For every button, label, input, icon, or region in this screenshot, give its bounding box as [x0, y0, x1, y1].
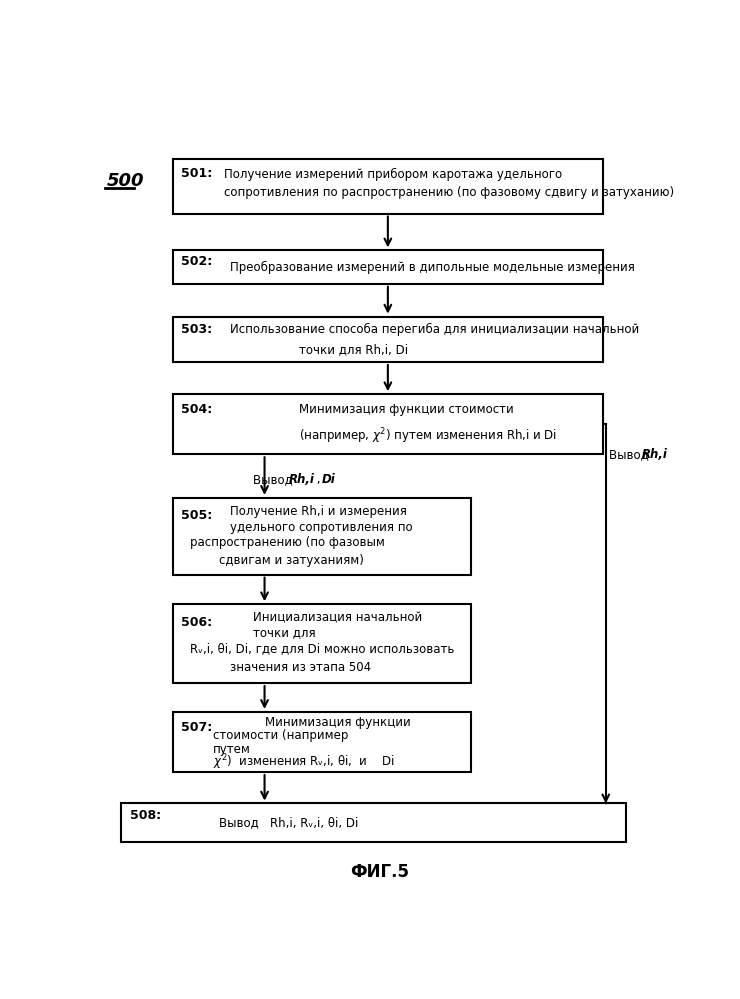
Bar [173, 712, 471, 772]
Text: Использование способа перегиба для инициализации начальной: Использование способа перегиба для иници… [230, 323, 639, 336]
Text: Rh,i: Rh,i [642, 448, 667, 461]
Bar [173, 395, 603, 455]
Text: Минимизация функции: Минимизация функции [265, 716, 410, 729]
Bar [173, 317, 603, 362]
Text: точки для: точки для [253, 626, 316, 639]
Bar [121, 803, 626, 842]
Text: точки для Rh,i, Di: точки для Rh,i, Di [299, 343, 408, 356]
Text: путем: путем [213, 742, 251, 755]
Bar [173, 498, 471, 574]
Text: Преобразование измерений в дипольные модельные измерения: Преобразование измерений в дипольные мод… [230, 261, 635, 274]
Text: $\chi^2$)  изменения Rᵥ,i, θi,  и    Di: $\chi^2$) изменения Rᵥ,i, θi, и Di [213, 752, 394, 772]
Text: 506:: 506: [181, 616, 212, 629]
Text: значения из этапа 504: значения из этапа 504 [230, 660, 371, 673]
Text: (например, $\chi^2$) путем изменения Rh,i и Di: (например, $\chi^2$) путем изменения Rh,… [299, 427, 557, 447]
Text: Rᵥ,i, θi, Di, где для Di можно использовать: Rᵥ,i, θi, Di, где для Di можно использов… [190, 642, 454, 655]
Text: сопротивления по распространению (по фазовому сдвигу и затуханию): сопротивления по распространению (по фаз… [224, 186, 675, 199]
Text: ФИГ.5: ФИГ.5 [350, 863, 408, 881]
Bar [173, 251, 603, 284]
Text: стоимости (например: стоимости (например [213, 729, 349, 742]
Text: Минимизация функции стоимости: Минимизация функции стоимости [299, 403, 514, 416]
Text: ,: , [313, 474, 324, 487]
Text: сдвигам и затуханиям): сдвигам и затуханиям) [219, 554, 363, 567]
Bar [173, 604, 471, 683]
Text: 502:: 502: [181, 256, 212, 269]
Text: Получение Rh,i и измерения: Получение Rh,i и измерения [230, 505, 407, 518]
Bar [173, 159, 603, 214]
Text: 500: 500 [107, 173, 144, 191]
Text: Вывод: Вывод [253, 474, 297, 487]
Text: 505:: 505: [181, 509, 212, 522]
Text: 507:: 507: [181, 721, 212, 734]
Text: 508:: 508: [130, 809, 161, 822]
Text: Получение измерений прибором каротажа удельного: Получение измерений прибором каротажа уд… [224, 168, 562, 181]
Text: 501:: 501: [181, 167, 212, 180]
Text: Rh,i: Rh,i [289, 474, 314, 487]
Text: Инициализация начальной: Инициализация начальной [253, 611, 423, 624]
Text: удельного сопротивления по: удельного сопротивления по [230, 520, 413, 533]
Text: распространению (по фазовым: распространению (по фазовым [190, 535, 385, 548]
Text: 504:: 504: [181, 404, 212, 417]
Text: Вывод: Вывод [608, 448, 652, 461]
Text: 503:: 503: [181, 324, 212, 337]
Text: Вывод   Rh,i, Rᵥ,i, θi, Di: Вывод Rh,i, Rᵥ,i, θi, Di [219, 816, 358, 829]
Text: Di: Di [321, 474, 335, 487]
